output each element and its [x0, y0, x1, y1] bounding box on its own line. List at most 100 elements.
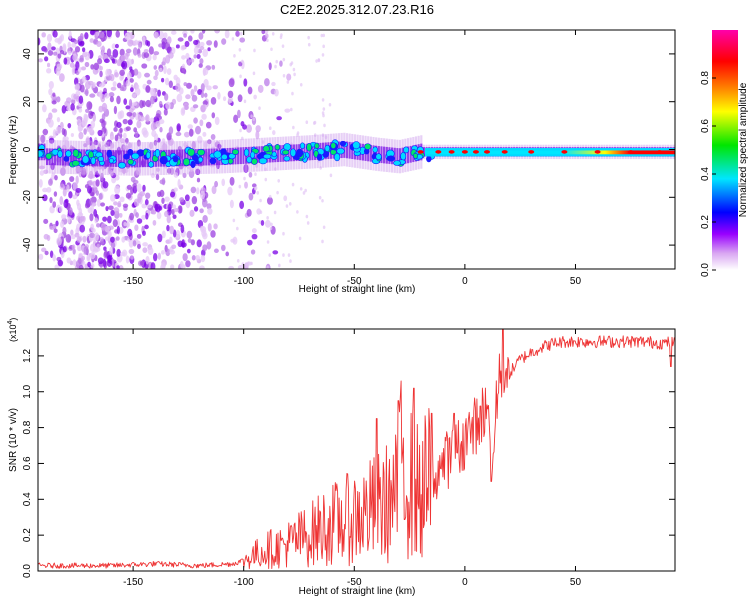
noise-speckle — [112, 219, 118, 228]
noise-speckle — [90, 192, 95, 197]
noise-speckle — [57, 259, 64, 267]
noise-speckle — [251, 233, 258, 240]
noise-speckle — [271, 81, 276, 87]
noise-speckle — [116, 59, 122, 67]
noise-speckle — [184, 40, 190, 48]
ridge-band — [130, 150, 134, 168]
noise-speckle — [291, 182, 295, 187]
noise-speckle — [136, 120, 142, 129]
noise-speckle — [321, 98, 325, 102]
noise-speckle — [177, 178, 181, 188]
noise-speckle — [285, 204, 289, 208]
noise-speckle — [128, 98, 133, 108]
noise-speckle — [230, 238, 236, 243]
noise-speckle — [145, 255, 150, 265]
noise-speckle — [282, 57, 286, 62]
noise-speckle — [52, 51, 58, 56]
noise-speckle — [97, 58, 103, 65]
ridge-blob — [336, 147, 345, 155]
noise-speckle — [200, 104, 206, 112]
colorbar-tick-label: 0.2 — [700, 215, 711, 229]
noise-speckle — [94, 217, 99, 224]
x-tick-label: -100 — [234, 577, 254, 588]
noise-speckle — [200, 91, 205, 99]
noise-speckle — [207, 47, 211, 52]
noise-speckle — [125, 126, 131, 131]
noise-speckle — [143, 48, 149, 53]
noise-speckle — [166, 36, 172, 44]
noise-speckle — [187, 35, 193, 42]
noise-speckle — [96, 223, 101, 228]
noise-speckle — [110, 209, 115, 216]
ridge-peak — [528, 150, 535, 154]
noise-speckle — [161, 197, 165, 204]
noise-speckle — [245, 124, 252, 133]
noise-speckle — [68, 191, 73, 199]
noise-speckle — [291, 91, 294, 96]
ridge-band — [345, 141, 349, 159]
noise-speckle — [84, 202, 90, 209]
noise-speckle — [307, 35, 310, 40]
noise-speckle — [163, 32, 168, 39]
noise-speckle — [173, 74, 178, 81]
noise-speckle — [221, 244, 226, 252]
noise-speckle — [286, 73, 292, 81]
noise-speckle — [75, 175, 79, 185]
noise-speckle — [306, 221, 310, 225]
ridge-blob — [403, 146, 410, 154]
noise-speckle — [243, 176, 246, 181]
noise-speckle — [198, 63, 203, 68]
noise-speckle — [187, 59, 191, 66]
noise-speckle — [158, 119, 165, 125]
noise-speckle — [73, 39, 79, 45]
ridge-band — [422, 147, 426, 157]
noise-speckle — [305, 214, 309, 219]
noise-speckle — [265, 33, 269, 39]
noise-speckle — [116, 225, 121, 235]
noise-speckle — [139, 191, 146, 197]
noise-speckle — [110, 194, 116, 202]
noise-speckle — [70, 132, 74, 138]
noise-speckle — [254, 172, 257, 177]
noise-speckle — [81, 47, 86, 53]
noise-speckle — [217, 91, 221, 100]
noise-speckle — [329, 173, 333, 178]
noise-speckle — [83, 113, 88, 121]
noise-speckle — [102, 106, 107, 112]
noise-speckle — [317, 58, 321, 63]
ridge-blob — [283, 143, 292, 151]
noise-speckle — [199, 58, 204, 65]
noise-speckle — [94, 232, 99, 241]
noise-speckle — [180, 107, 186, 116]
spectrogram-y-ticks: -40 -20 0 20 40 — [22, 48, 675, 252]
snr-series-line — [38, 329, 675, 570]
snr-x-ticks: -150 -100 -50 0 50 — [123, 329, 581, 588]
noise-speckle — [72, 53, 78, 62]
noise-speckle — [185, 94, 191, 100]
noise-speckle — [121, 236, 126, 243]
noise-speckle — [328, 102, 332, 107]
noise-speckle — [193, 117, 198, 124]
noise-speckle — [233, 114, 239, 123]
noise-speckle — [126, 58, 132, 68]
noise-speckle — [93, 209, 98, 217]
noise-speckle — [99, 66, 103, 71]
noise-speckle — [172, 214, 177, 219]
noise-speckle — [268, 62, 272, 71]
noise-speckle — [236, 226, 239, 231]
noise-speckle — [213, 223, 218, 230]
noise-speckle — [142, 184, 146, 192]
noise-speckle — [143, 52, 150, 58]
ridge-blob — [251, 158, 258, 165]
noise-speckle — [119, 212, 123, 218]
noise-speckle — [101, 222, 107, 231]
noise-speckle — [233, 54, 236, 58]
noise-speckle — [71, 98, 76, 105]
noise-speckle — [134, 130, 139, 138]
noise-speckle — [44, 250, 49, 256]
noise-speckle — [132, 183, 138, 189]
noise-speckle — [58, 73, 65, 82]
noise-speckle — [152, 219, 157, 226]
noise-speckle — [48, 88, 53, 96]
ridge-band — [104, 149, 107, 167]
